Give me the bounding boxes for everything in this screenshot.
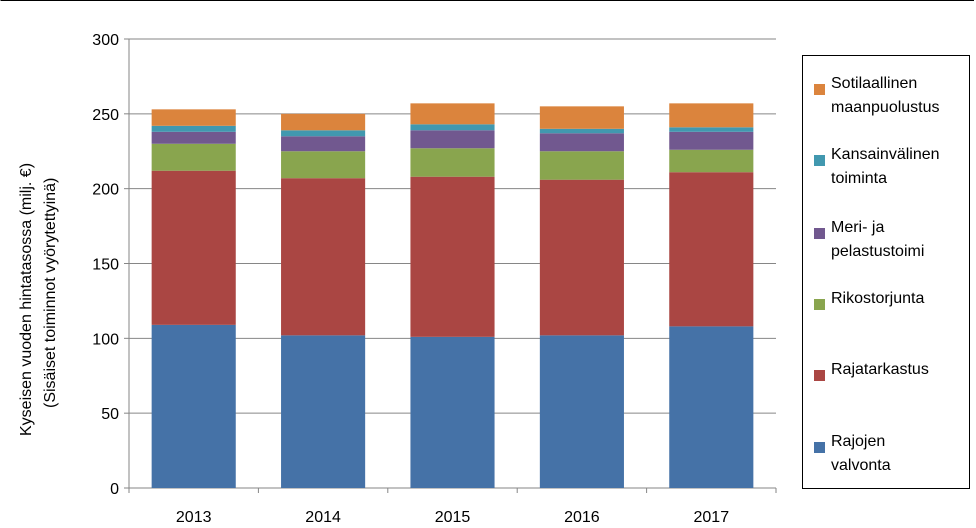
legend-label: valvonta bbox=[831, 457, 891, 474]
bar-segment bbox=[410, 148, 495, 177]
legend-label: toiminta bbox=[831, 170, 888, 187]
bar-segment bbox=[151, 170, 236, 325]
bar-segment bbox=[281, 130, 366, 137]
bar-segment bbox=[151, 131, 236, 144]
bar-segment bbox=[410, 103, 495, 125]
legend-swatch bbox=[814, 155, 825, 166]
y-tick-label: 0 bbox=[110, 481, 119, 498]
bar-segment bbox=[539, 179, 624, 336]
y-tick-label: 150 bbox=[92, 257, 119, 274]
bar-segment bbox=[410, 130, 495, 149]
x-tick-label: 2017 bbox=[694, 509, 730, 526]
y-tick-label: 300 bbox=[92, 32, 119, 49]
legend-label: Rajojen bbox=[831, 433, 886, 450]
legend-swatch bbox=[814, 442, 825, 453]
y-tick-label: 50 bbox=[101, 406, 119, 423]
legend-swatch bbox=[814, 228, 825, 239]
bar-segment bbox=[281, 151, 366, 179]
bar-segment bbox=[539, 128, 624, 134]
bar-segment bbox=[669, 127, 754, 132]
y-tick-label: 200 bbox=[92, 182, 119, 199]
bar-segment bbox=[539, 335, 624, 488]
y-tick-label: 250 bbox=[92, 107, 119, 124]
bar-segment bbox=[151, 143, 236, 171]
bar-segment bbox=[151, 125, 236, 132]
bar-segment bbox=[669, 172, 754, 327]
bar-segment bbox=[281, 113, 366, 131]
bar-segment bbox=[669, 103, 754, 128]
legend-swatch bbox=[814, 84, 825, 95]
bar-segment bbox=[410, 176, 495, 337]
legend-label: maanpuolustus bbox=[831, 99, 940, 116]
legend-label: Rajatarkastus bbox=[831, 361, 929, 378]
legend: Sotilaallinen maanpuolustus Kansainvälin… bbox=[802, 55, 970, 489]
bar-segment bbox=[410, 336, 495, 488]
bar-segment bbox=[410, 124, 495, 131]
bar-segment bbox=[539, 151, 624, 180]
x-tick-label: 2015 bbox=[435, 509, 471, 526]
bar-segment bbox=[669, 131, 754, 150]
bar-segment bbox=[281, 178, 366, 336]
bar-segment bbox=[151, 109, 236, 126]
x-tick-label: 2014 bbox=[305, 509, 341, 526]
bar-segment bbox=[539, 106, 624, 129]
y-tick-label: 100 bbox=[92, 331, 119, 348]
bar-segment bbox=[669, 149, 754, 173]
bar-segment bbox=[281, 335, 366, 488]
legend-swatch bbox=[814, 299, 825, 310]
legend-swatch bbox=[814, 370, 825, 381]
legend-label: Sotilaallinen bbox=[831, 75, 918, 92]
legend-label: pelastustoimi bbox=[831, 243, 925, 260]
bar-segment bbox=[151, 324, 236, 488]
bar-segment bbox=[669, 326, 754, 488]
legend-label: Kansainvälinen bbox=[831, 146, 940, 163]
legend-label: Meri- ja bbox=[831, 219, 885, 236]
legend-label: Rikostorjunta bbox=[831, 290, 925, 307]
x-tick-label: 2013 bbox=[176, 509, 212, 526]
x-tick-label: 2016 bbox=[564, 509, 600, 526]
bar-segment bbox=[281, 136, 366, 152]
bar-segment bbox=[539, 133, 624, 152]
